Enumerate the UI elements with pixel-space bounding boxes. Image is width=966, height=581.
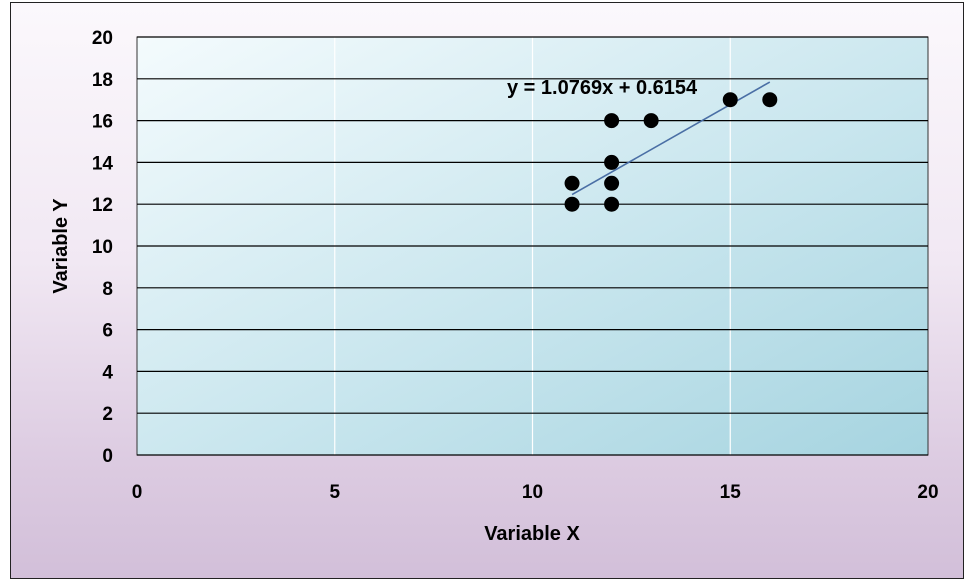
data-point-3 [604, 175, 620, 191]
x-tick-label-10: 10 [522, 482, 543, 503]
y-tick-label-0: 0 [102, 446, 113, 467]
data-point-7 [722, 92, 738, 108]
x-tick-label-0: 0 [132, 482, 143, 503]
x-axis-title: Variable X [484, 523, 580, 545]
y-tick-label-14: 14 [92, 153, 114, 174]
data-point-1 [564, 175, 580, 191]
y-tick-label-20: 20 [92, 28, 113, 49]
x-axis-tick-labels: 0 5 10 15 20 [132, 482, 939, 503]
y-axis-tick-labels: 0 2 4 6 8 10 12 14 16 18 20 [92, 28, 114, 467]
data-point-2 [604, 196, 620, 212]
data-point-8 [762, 92, 778, 108]
data-point-4 [604, 154, 620, 170]
data-point-0 [564, 196, 580, 212]
y-tick-label-10: 10 [92, 237, 113, 258]
y-tick-label-16: 16 [92, 112, 113, 133]
trendline-equation: y = 1.0769x + 0.6154 [507, 77, 698, 99]
data-point-5 [604, 113, 620, 129]
data-points [564, 92, 778, 212]
y-tick-label-12: 12 [92, 195, 113, 216]
x-tick-label-20: 20 [917, 482, 938, 503]
y-tick-label-2: 2 [102, 404, 113, 425]
y-tick-label-6: 6 [102, 321, 113, 342]
y-tick-label-4: 4 [102, 362, 113, 383]
horizontal-gridlines [137, 36, 928, 456]
y-axis-title: Variable Y [50, 198, 72, 294]
y-tick-label-8: 8 [102, 279, 113, 300]
y-tick-label-18: 18 [92, 70, 113, 91]
data-point-6 [643, 113, 659, 129]
x-tick-label-15: 15 [720, 482, 742, 503]
x-tick-label-5: 5 [329, 482, 340, 503]
